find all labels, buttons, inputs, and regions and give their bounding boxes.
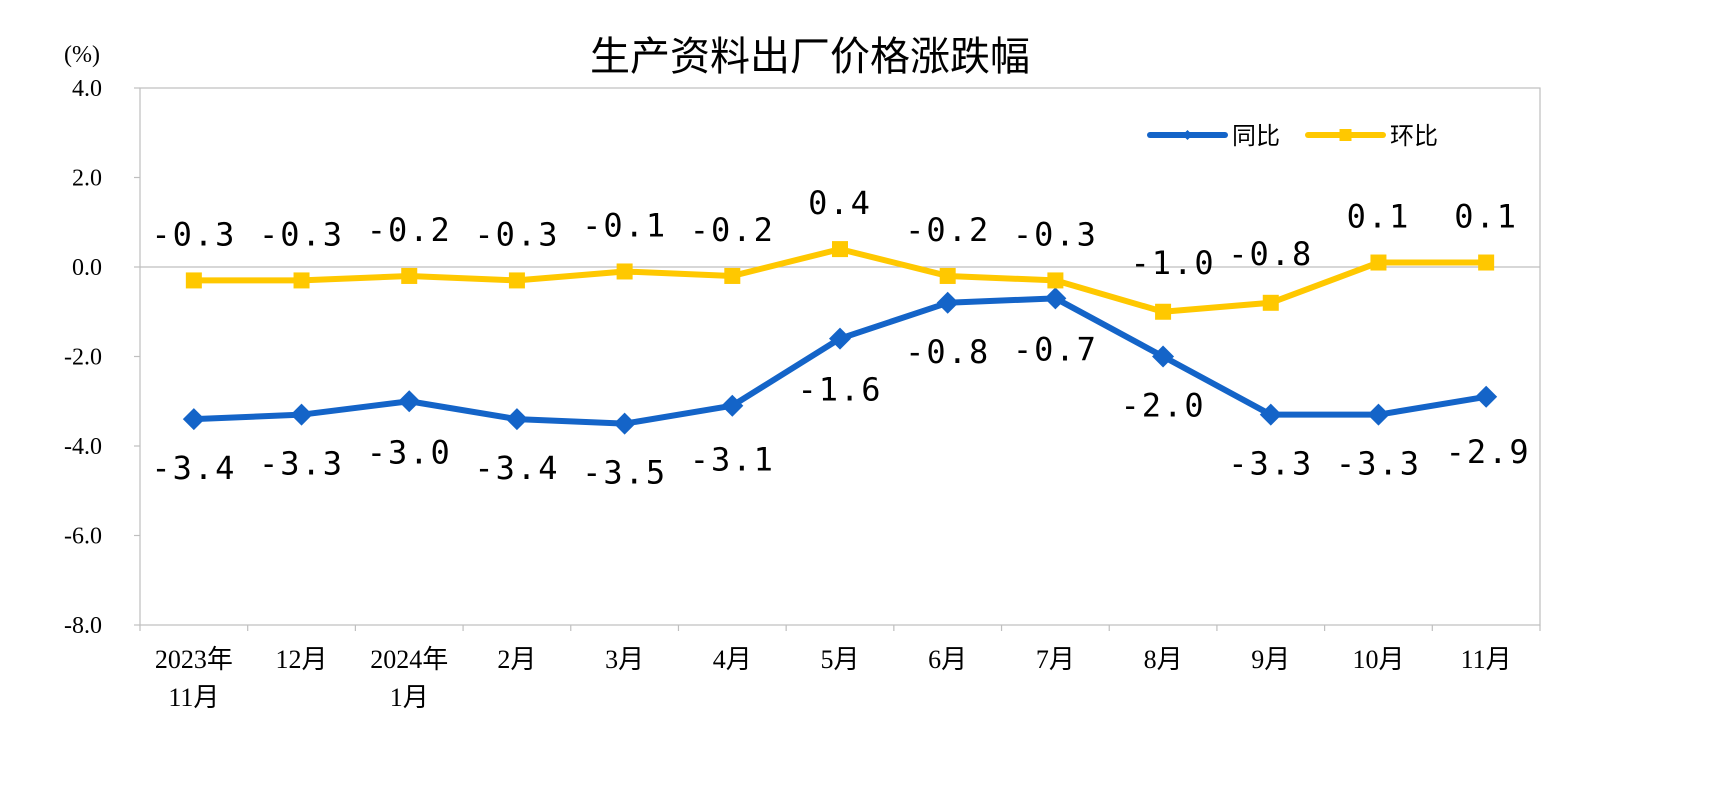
x-tick-label: 9月 xyxy=(1251,645,1290,674)
data-label-yoy: -3.3 xyxy=(1336,445,1421,483)
y-tick-label: 4.0 xyxy=(72,76,102,102)
data-label-yoy: -3.3 xyxy=(1228,445,1313,483)
data-point-yoy xyxy=(1367,403,1390,426)
data-point-mom xyxy=(1155,303,1172,320)
y-tick-label: 0.0 xyxy=(72,255,102,281)
data-point-yoy xyxy=(613,412,636,435)
data-point-yoy xyxy=(1259,403,1282,426)
data-label-yoy: -0.8 xyxy=(905,333,990,371)
data-label-mom: 0.4 xyxy=(808,184,872,222)
x-tick-label: 5月 xyxy=(820,645,859,674)
data-label-mom: -0.1 xyxy=(582,206,667,244)
x-tick-label: 2023年 xyxy=(155,645,233,674)
x-tick-label: 7月 xyxy=(1036,645,1075,674)
data-label-mom: -0.8 xyxy=(1228,235,1313,273)
data-label-yoy: -3.3 xyxy=(259,445,344,483)
data-label-yoy: -2.0 xyxy=(1121,387,1206,425)
legend-label-mom: 环比 xyxy=(1390,122,1438,150)
y-tick-label: 2.0 xyxy=(72,166,102,192)
x-tick-label: 11月 xyxy=(1461,645,1512,674)
x-tick-label: 6月 xyxy=(928,645,967,674)
chart-title: 生产资料出厂价格涨跌幅 xyxy=(590,34,1030,80)
data-point-mom xyxy=(401,267,418,284)
data-label-yoy: -2.9 xyxy=(1446,433,1531,471)
data-point-mom xyxy=(293,272,310,289)
data-point-yoy xyxy=(1152,345,1175,368)
legend-label-yoy: 同比 xyxy=(1232,122,1280,150)
data-label-yoy: -3.4 xyxy=(474,449,559,487)
data-point-mom xyxy=(185,272,202,289)
plot-frame xyxy=(139,87,1541,626)
data-point-yoy xyxy=(290,403,313,426)
data-label-yoy: -3.5 xyxy=(582,454,667,492)
data-label-mom: 0.1 xyxy=(1347,198,1411,236)
x-tick-label: 3月 xyxy=(605,645,644,674)
data-point-yoy xyxy=(829,327,851,350)
data-label-mom: -0.2 xyxy=(905,211,990,249)
data-point-mom xyxy=(1478,254,1495,271)
y-unit-label: (%) xyxy=(64,42,100,68)
data-point-mom xyxy=(508,272,525,289)
data-label-mom: -0.3 xyxy=(259,215,344,253)
y-tick-label: -4.0 xyxy=(64,434,102,460)
x-tick-label: 11月 xyxy=(168,683,219,712)
data-point-mom xyxy=(616,263,633,280)
x-tick-label: 1月 xyxy=(390,683,429,712)
data-point-yoy xyxy=(398,390,421,413)
data-point-yoy xyxy=(936,291,959,314)
x-tick-label: 2024年 xyxy=(370,645,448,674)
data-label-mom: -0.2 xyxy=(367,211,452,249)
data-point-yoy xyxy=(1475,385,1498,408)
data-point-mom xyxy=(939,267,956,284)
x-tick-label: 12月 xyxy=(276,645,328,674)
data-label-mom: -1.0 xyxy=(1131,244,1216,282)
data-label-mom: -0.3 xyxy=(151,215,236,253)
data-point-yoy xyxy=(1044,287,1067,310)
x-tick-label: 4月 xyxy=(713,645,752,674)
y-tick-label: -6.0 xyxy=(64,524,102,550)
data-point-mom xyxy=(1262,294,1279,311)
data-label-yoy: -1.6 xyxy=(797,371,882,409)
data-label-yoy: -3.4 xyxy=(151,449,236,487)
legend-marker-mom xyxy=(1339,129,1352,141)
data-point-mom xyxy=(832,241,848,258)
data-point-yoy xyxy=(505,408,528,431)
data-point-yoy xyxy=(182,408,205,431)
data-label-mom: -0.3 xyxy=(474,215,559,253)
data-label-mom: 0.1 xyxy=(1454,198,1518,236)
x-tick-label: 8月 xyxy=(1144,645,1183,674)
data-label-mom: -0.2 xyxy=(690,211,775,249)
data-point-mom xyxy=(724,267,741,284)
data-point-yoy xyxy=(721,394,744,417)
data-label-yoy: -3.1 xyxy=(690,441,775,479)
data-label-mom: -0.3 xyxy=(1013,215,1098,253)
y-tick-label: -8.0 xyxy=(64,613,102,639)
x-tick-label: 10月 xyxy=(1352,645,1404,674)
data-label-yoy: -3.0 xyxy=(367,433,452,471)
data-point-mom xyxy=(1370,254,1387,271)
data-point-mom xyxy=(1047,272,1064,289)
y-tick-label: -2.0 xyxy=(64,345,102,371)
x-tick-label: 2月 xyxy=(497,645,536,674)
legend-marker-yoy xyxy=(1182,130,1193,140)
data-label-yoy: -0.7 xyxy=(1013,330,1098,368)
